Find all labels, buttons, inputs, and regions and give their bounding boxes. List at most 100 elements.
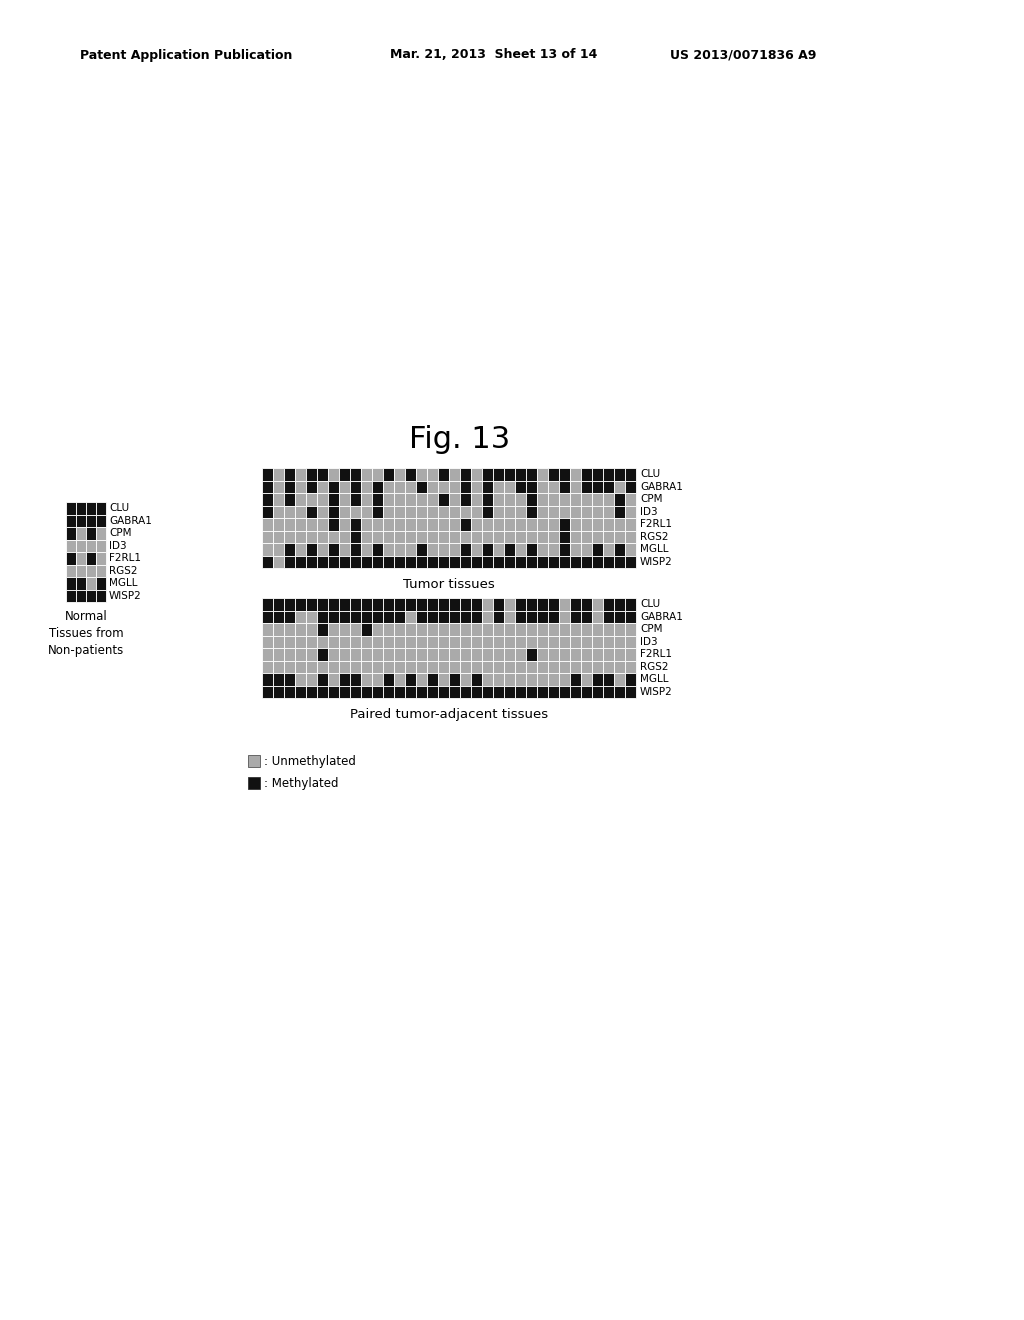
Bar — [416, 506, 427, 517]
Text: WISP2: WISP2 — [640, 686, 673, 697]
Bar — [372, 469, 383, 480]
Bar — [625, 660, 636, 673]
Bar — [581, 531, 592, 543]
Bar — [449, 517, 460, 531]
Bar — [504, 492, 515, 506]
Bar — [306, 543, 317, 556]
Bar — [66, 527, 76, 540]
Bar — [306, 673, 317, 685]
Bar — [559, 673, 570, 685]
Bar — [559, 556, 570, 568]
Bar — [482, 685, 493, 698]
Bar — [306, 660, 317, 673]
Bar — [581, 685, 592, 698]
Bar — [406, 635, 416, 648]
Bar — [603, 506, 614, 517]
Bar — [394, 469, 406, 480]
Bar — [273, 492, 284, 506]
Bar — [449, 685, 460, 698]
Bar — [603, 648, 614, 660]
Bar — [339, 623, 350, 635]
Bar — [449, 492, 460, 506]
Bar — [383, 673, 394, 685]
Bar — [96, 502, 106, 515]
Bar — [248, 755, 260, 767]
Bar — [394, 506, 406, 517]
Bar — [614, 635, 625, 648]
Bar — [504, 469, 515, 480]
Bar — [537, 556, 548, 568]
Bar — [614, 610, 625, 623]
Text: CPM: CPM — [109, 528, 131, 539]
Bar — [350, 660, 361, 673]
Bar — [504, 685, 515, 698]
Bar — [306, 610, 317, 623]
Bar — [526, 598, 537, 610]
Bar — [460, 517, 471, 531]
Bar — [438, 660, 449, 673]
Bar — [504, 517, 515, 531]
Bar — [317, 660, 328, 673]
Bar — [361, 469, 372, 480]
Bar — [559, 635, 570, 648]
Bar — [383, 480, 394, 492]
Bar — [66, 565, 76, 577]
Text: MGLL: MGLL — [640, 675, 669, 684]
Bar — [581, 543, 592, 556]
Bar — [548, 635, 559, 648]
Bar — [471, 531, 482, 543]
Bar — [625, 648, 636, 660]
Bar — [317, 623, 328, 635]
Bar — [295, 660, 306, 673]
Bar — [96, 565, 106, 577]
Bar — [515, 623, 526, 635]
Bar — [372, 492, 383, 506]
Bar — [406, 492, 416, 506]
Bar — [625, 517, 636, 531]
Bar — [559, 480, 570, 492]
Bar — [306, 506, 317, 517]
Bar — [427, 610, 438, 623]
Bar — [427, 673, 438, 685]
Bar — [526, 660, 537, 673]
Bar — [493, 543, 504, 556]
Bar — [273, 685, 284, 698]
Bar — [515, 556, 526, 568]
Bar — [350, 517, 361, 531]
Bar — [460, 648, 471, 660]
Bar — [306, 648, 317, 660]
Bar — [306, 517, 317, 531]
Bar — [603, 598, 614, 610]
Bar — [581, 492, 592, 506]
Bar — [449, 648, 460, 660]
Bar — [493, 635, 504, 648]
Bar — [284, 660, 295, 673]
Bar — [548, 673, 559, 685]
Bar — [416, 623, 427, 635]
Bar — [515, 469, 526, 480]
Bar — [295, 648, 306, 660]
Bar — [515, 492, 526, 506]
Bar — [449, 506, 460, 517]
Text: Normal
Tissues from
Non-patients: Normal Tissues from Non-patients — [48, 610, 124, 657]
Bar — [449, 543, 460, 556]
Bar — [460, 673, 471, 685]
Bar — [284, 492, 295, 506]
Bar — [339, 648, 350, 660]
Bar — [548, 469, 559, 480]
Bar — [548, 543, 559, 556]
Bar — [284, 685, 295, 698]
Text: RGS2: RGS2 — [640, 661, 669, 672]
Bar — [548, 517, 559, 531]
Bar — [449, 556, 460, 568]
Bar — [504, 506, 515, 517]
Bar — [482, 635, 493, 648]
Bar — [504, 635, 515, 648]
Bar — [361, 506, 372, 517]
Bar — [317, 673, 328, 685]
Bar — [339, 543, 350, 556]
Bar — [328, 610, 339, 623]
Bar — [471, 543, 482, 556]
Bar — [295, 610, 306, 623]
Bar — [295, 543, 306, 556]
